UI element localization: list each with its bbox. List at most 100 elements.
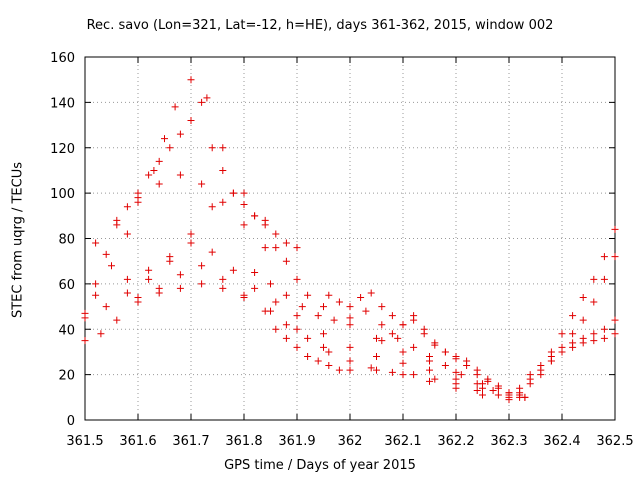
data-point (441, 348, 449, 356)
y-tick-label: 140 (50, 96, 75, 111)
data-point (123, 230, 131, 238)
x-tick-label: 362.3 (490, 434, 527, 449)
data-point (569, 343, 577, 351)
data-point (198, 280, 206, 288)
data-point (261, 244, 269, 252)
data-point (373, 366, 380, 374)
data-point (346, 357, 354, 365)
data-point (240, 293, 248, 301)
data-point (187, 76, 195, 84)
data-point (134, 293, 142, 301)
data-point (304, 334, 312, 342)
data-point (600, 325, 608, 333)
x-tick-label: 361.6 (119, 434, 156, 449)
y-tick-label: 20 (58, 369, 75, 384)
data-point (314, 312, 322, 320)
data-point (261, 307, 269, 315)
data-point (240, 189, 248, 197)
data-point (92, 291, 100, 299)
data-point (494, 382, 502, 390)
data-point (320, 303, 327, 311)
data-point (367, 289, 375, 297)
data-point (123, 289, 131, 297)
data-point (187, 230, 195, 238)
data-point (282, 239, 290, 247)
x-tick-label: 361.7 (172, 434, 209, 449)
x-tick-label: 361.5 (66, 434, 103, 449)
data-point (426, 366, 433, 374)
data-point (272, 244, 280, 252)
data-point (590, 330, 598, 338)
x-tick-label: 362 (338, 434, 363, 449)
data-point (362, 307, 370, 315)
x-tick-label: 362.2 (437, 434, 474, 449)
data-point (240, 200, 248, 208)
data-point (293, 244, 301, 252)
x-tick-label: 362.1 (384, 434, 421, 449)
data-point (452, 368, 460, 376)
data-point (155, 289, 163, 297)
data-point (293, 312, 301, 320)
data-point (330, 316, 338, 324)
data-point (399, 348, 407, 356)
data-point (219, 284, 227, 292)
data-point (346, 314, 354, 322)
data-point (219, 144, 227, 152)
data-point (145, 171, 153, 179)
data-point (399, 359, 407, 367)
data-point (166, 144, 174, 152)
data-point (240, 221, 248, 229)
data-point (537, 366, 545, 374)
data-point (452, 380, 460, 388)
data-point (600, 253, 608, 261)
data-point (579, 316, 587, 324)
data-point (166, 253, 174, 261)
data-point (208, 203, 216, 211)
data-point (579, 339, 587, 347)
data-point (590, 337, 598, 345)
data-point (102, 250, 110, 258)
y-axis-label: STEC from uqrg / TECUs (10, 161, 26, 319)
data-point (426, 377, 433, 385)
data-point (489, 387, 497, 395)
data-point (187, 117, 195, 125)
data-point (484, 375, 492, 383)
data-point (346, 321, 354, 329)
data-point (431, 339, 439, 347)
data-point (346, 343, 354, 351)
data-point (611, 225, 619, 233)
data-point (325, 291, 333, 299)
data-point (335, 366, 343, 374)
data-point (102, 303, 110, 311)
data-point (293, 325, 301, 333)
data-point (399, 321, 407, 329)
data-point (569, 312, 577, 320)
data-point (426, 352, 433, 360)
data-point (229, 266, 237, 274)
data-point (155, 157, 163, 165)
data-point (229, 189, 237, 197)
data-point (431, 375, 439, 383)
data-point (452, 352, 460, 360)
data-point (203, 94, 211, 102)
data-point (420, 325, 428, 333)
x-axis-label: GPS time / Days of year 2015 (224, 458, 416, 473)
data-point (198, 262, 206, 270)
data-point (611, 253, 619, 261)
data-point (579, 293, 587, 301)
data-point (123, 203, 131, 211)
data-point (198, 98, 206, 106)
data-point (282, 321, 290, 329)
data-point (113, 316, 121, 324)
y-tick-label: 80 (58, 233, 75, 248)
data-point (558, 330, 566, 338)
data-point (251, 284, 259, 292)
data-point (304, 352, 312, 360)
data-point (441, 362, 449, 370)
data-point (320, 330, 327, 338)
data-point (304, 291, 312, 299)
data-point (267, 280, 274, 288)
data-point (378, 337, 386, 345)
data-point (611, 316, 619, 324)
